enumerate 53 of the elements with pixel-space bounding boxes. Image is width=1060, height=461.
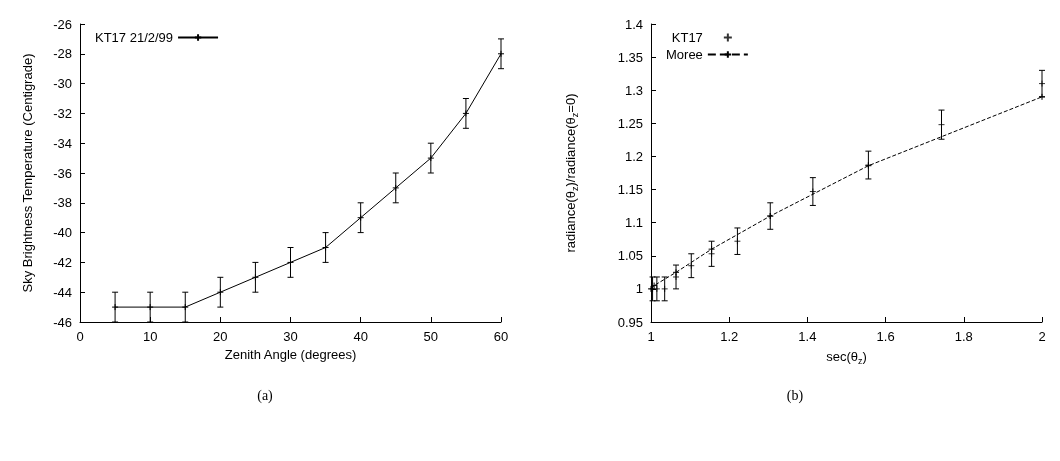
x-tick-label: 60 [493,329,509,344]
y-tick-label: 1.2 [624,148,643,164]
x-tick-label: 10 [142,329,158,344]
y-axis-title: Sky Brightness Temperature (Centigrade) [20,53,35,293]
y-tick-label: 1.15 [617,182,643,198]
x-tick-label: 0 [76,329,84,344]
x-tick-label: 1.8 [954,329,973,344]
y-tick-label: 1.05 [617,248,643,264]
legend-label: KT17 [671,30,703,45]
x-tick-label: 50 [423,329,439,344]
y-tick-label: -32 [53,105,72,121]
text: (a) [257,387,274,404]
x-tick-label: 2 [1038,329,1046,344]
point [672,268,680,276]
point [427,154,435,162]
y-tick-label: -40 [53,225,72,241]
y-tick-label: 1.1 [624,215,643,231]
y-tick-label: -44 [53,284,72,300]
point [357,214,365,222]
y-tick-label: -36 [53,165,72,181]
x-tick-label: 1.2 [720,329,739,344]
x-tick-label: 1.6 [876,329,895,344]
y-tick-label: 1.35 [617,49,643,65]
x-tick-label: 1.4 [798,329,817,344]
point [708,245,716,253]
y-tick-label: -30 [53,76,72,92]
y-axis-title: radiance(θz)/radiance(θz=0) [563,93,580,253]
x-tick-label: 40 [353,329,368,344]
y-tick-label: -34 [53,135,72,151]
point [216,288,224,296]
point [322,244,330,251]
x-tick-label: 30 [283,329,298,344]
y-tick-label: 0.95 [617,314,643,330]
y-tick-label: 1 [635,281,643,297]
y-tick-label: 1.3 [624,82,643,98]
y-tick-label: -26 [53,16,72,32]
legend-label: KT17 21/2/99 [94,30,174,45]
x-tick-label: 1 [647,329,655,344]
point [392,184,400,192]
point [251,273,259,281]
legend-label: Moree [665,47,703,62]
x-axis-title: Zenith Angle (degrees) [224,347,357,362]
y-tick-label: 1.25 [617,115,643,131]
y-tick-label: -42 [53,254,72,270]
x-tick-label: 20 [213,329,228,344]
text: (b) [786,387,804,404]
y-tick-label: -38 [53,195,72,211]
point [181,303,189,311]
y-tick-label: -28 [53,46,72,62]
point [462,109,470,117]
y-tick-label: 1.4 [624,16,643,32]
y-tick-label: -46 [53,314,72,330]
point [146,303,154,311]
